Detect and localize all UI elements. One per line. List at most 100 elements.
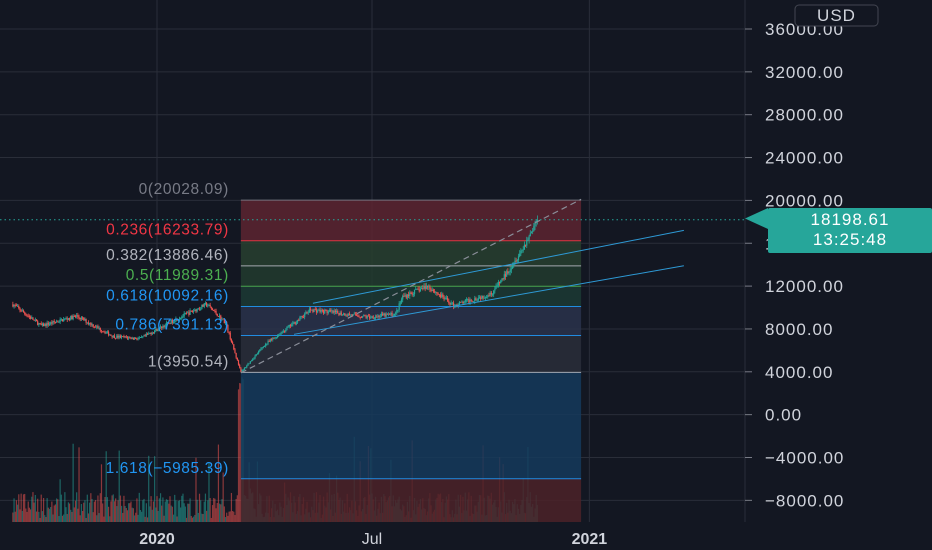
volume-bar	[78, 447, 80, 522]
candle-body	[358, 316, 360, 318]
candle-body	[74, 316, 77, 317]
volume-bar	[224, 517, 227, 522]
volume-bar	[189, 498, 191, 522]
candle-body	[450, 302, 452, 305]
candle-body	[157, 329, 159, 332]
candle-body	[442, 294, 444, 297]
last-price-tag-arrow	[745, 208, 768, 229]
currency-button[interactable]: USD	[794, 4, 879, 27]
price-tick-label: 0.00	[765, 406, 802, 425]
candle-body	[325, 309, 327, 311]
candle-body	[253, 358, 255, 360]
volume-bar	[234, 515, 236, 522]
candle-body	[40, 323, 42, 326]
candle-body	[244, 367, 247, 369]
volume-bar	[128, 503, 130, 522]
candle-body	[431, 289, 433, 292]
volume-bar	[71, 511, 73, 522]
candle-body	[283, 331, 286, 332]
candle-body	[365, 316, 367, 318]
bar-countdown: 13:25:48	[813, 230, 887, 249]
volume-bar	[172, 514, 175, 522]
volume-bar	[107, 506, 110, 522]
volume-bar	[15, 500, 18, 522]
time-axis[interactable]: 2020 Jul 2021	[139, 531, 607, 548]
candle-body	[484, 297, 487, 299]
volume-bar	[50, 507, 52, 522]
candle-body	[215, 311, 217, 314]
candle-body	[324, 309, 326, 314]
candle-body	[353, 313, 355, 315]
candle-body	[294, 321, 296, 324]
candle-body	[117, 335, 119, 338]
candle-body	[124, 336, 126, 338]
candle-body	[272, 337, 274, 340]
candle-body	[291, 324, 293, 327]
candle-body	[45, 324, 47, 326]
candle-body	[275, 337, 277, 339]
volume-bar	[152, 501, 155, 522]
volume-bar	[119, 495, 121, 522]
volume-bar	[154, 456, 156, 522]
trendlines[interactable]	[240, 198, 684, 374]
candle-body	[232, 342, 234, 345]
candle-body	[395, 312, 397, 314]
volume-bar	[42, 497, 45, 522]
candle-body	[54, 321, 57, 323]
fib-zone	[240, 265, 582, 287]
candle-body	[374, 316, 377, 319]
volume-bar	[237, 389, 240, 522]
candle-body	[228, 331, 230, 333]
candle-body	[410, 292, 412, 294]
candle-body	[93, 326, 95, 328]
volume-bar	[87, 513, 90, 522]
candle-body	[282, 331, 285, 332]
candle-body	[503, 274, 505, 280]
candle-body	[347, 313, 349, 316]
candle-body	[345, 315, 347, 317]
candle-body	[103, 331, 105, 333]
price-tick-label: 4000.00	[765, 363, 833, 382]
volume-bar	[40, 494, 42, 522]
last-price-tag-bg	[768, 208, 932, 253]
candle-body	[17, 306, 19, 307]
volume-bar	[131, 507, 133, 522]
candle-body	[356, 314, 358, 316]
volume-bar	[181, 495, 183, 522]
candle-body	[78, 316, 80, 319]
volume-bar	[167, 499, 169, 522]
candle-body	[443, 296, 445, 300]
candle-body	[60, 319, 62, 321]
volume-bar	[41, 511, 44, 522]
volume-bar	[65, 507, 67, 522]
candle-body	[39, 323, 41, 325]
candle-body	[169, 323, 171, 324]
candle-body	[383, 313, 385, 316]
volume-bar	[105, 451, 107, 522]
volume-bar	[232, 511, 234, 522]
price-tick-label: 20000.00	[765, 191, 844, 210]
candle-body	[125, 336, 127, 338]
candle-body	[327, 311, 329, 313]
candle-body	[308, 308, 310, 313]
candle-body	[61, 319, 64, 322]
volume-bar	[117, 500, 119, 522]
candle-body	[313, 309, 315, 313]
volume-bar	[17, 504, 19, 522]
time-tick-label: Jul	[362, 531, 382, 548]
volume-bar	[20, 493, 22, 522]
candle-body	[63, 319, 65, 322]
price-axis[interactable]: 36000.0032000.0028000.0024000.0020000.00…	[745, 20, 844, 510]
candle-body	[249, 361, 251, 364]
volume-bar	[113, 501, 116, 522]
candle-body	[210, 306, 212, 309]
candle-body	[148, 333, 150, 335]
volume-bar	[83, 502, 85, 522]
volume-bar	[94, 500, 97, 522]
candle-body	[211, 308, 214, 311]
candle-body	[164, 325, 166, 327]
candle-body	[461, 301, 463, 303]
candle-body	[81, 317, 84, 319]
candle-body	[360, 317, 362, 318]
